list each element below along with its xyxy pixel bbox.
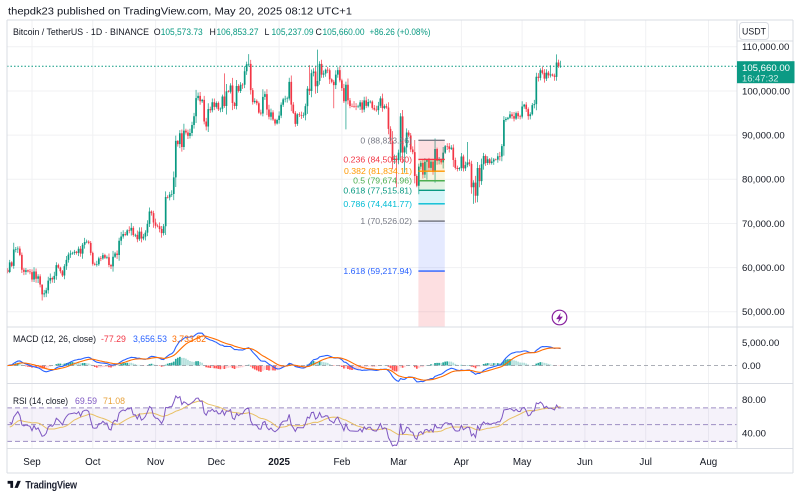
svg-text:L: L	[265, 27, 270, 37]
svg-text:105,660.00: 105,660.00	[742, 63, 790, 74]
svg-text:0.382 (81,834.11): 0.382 (81,834.11)	[344, 166, 412, 176]
svg-text:0.618 (77,515.81): 0.618 (77,515.81)	[343, 185, 412, 195]
svg-text:0.786 (74,441.77): 0.786 (74,441.77)	[343, 199, 412, 209]
svg-text:Dec: Dec	[208, 457, 226, 468]
svg-text:MACD (12, 26, close): MACD (12, 26, close)	[13, 334, 96, 344]
svg-text:105,660.00: 105,660.00	[323, 27, 365, 37]
svg-text:Oct: Oct	[85, 457, 101, 468]
svg-text:TradingView: TradingView	[25, 480, 77, 492]
svg-text:0.5 (79,674.96): 0.5 (79,674.96)	[353, 176, 412, 186]
svg-text:71.08: 71.08	[103, 396, 125, 406]
svg-text:60,000.00: 60,000.00	[742, 263, 785, 274]
svg-text:Jun: Jun	[577, 457, 593, 468]
svg-text:Bitcoin / TetherUS · 1D · BINA: Bitcoin / TetherUS · 1D · BINANCE	[13, 27, 149, 37]
svg-text:105,573.73: 105,573.73	[161, 27, 203, 37]
svg-text:80,000.00: 80,000.00	[742, 175, 785, 186]
svg-text:0.00: 0.00	[742, 361, 761, 372]
svg-text:+86.26 (+0.08%): +86.26 (+0.08%)	[370, 27, 431, 37]
svg-text:105,237.09: 105,237.09	[272, 27, 314, 37]
svg-text:Feb: Feb	[333, 457, 350, 468]
svg-text:Aug: Aug	[700, 457, 717, 468]
svg-text:50,000.00: 50,000.00	[742, 307, 785, 318]
svg-text:1.618 (59,217.94): 1.618 (59,217.94)	[343, 266, 412, 276]
svg-text:110,000.00: 110,000.00	[742, 42, 789, 53]
svg-text:90,000.00: 90,000.00	[742, 131, 785, 142]
svg-text:80.00: 80.00	[742, 395, 766, 406]
svg-text:3,656.53: 3,656.53	[133, 334, 167, 344]
svg-text:106,853.27: 106,853.27	[217, 27, 259, 37]
svg-text:69.59: 69.59	[75, 396, 97, 406]
svg-text:thepdk23 published on TradingV: thepdk23 published on TradingView.com, M…	[8, 7, 353, 18]
svg-text:16:47:32: 16:47:32	[742, 72, 779, 83]
svg-text:3,733.82: 3,733.82	[172, 334, 206, 344]
svg-text:0.236 (84,505.60): 0.236 (84,505.60)	[343, 154, 412, 164]
svg-text:RSI (14, close): RSI (14, close)	[13, 396, 68, 406]
svg-text:May: May	[513, 457, 532, 468]
svg-text:H: H	[210, 27, 216, 37]
svg-text:Nov: Nov	[147, 457, 165, 468]
svg-text:1 (70,526.02): 1 (70,526.02)	[360, 216, 412, 226]
svg-text:40.00: 40.00	[742, 428, 766, 439]
svg-text:70,000.00: 70,000.00	[742, 219, 785, 230]
svg-text:-77.29: -77.29	[101, 334, 126, 344]
svg-text:Mar: Mar	[390, 457, 408, 468]
svg-text:C: C	[316, 27, 323, 37]
svg-text:2025: 2025	[268, 457, 290, 468]
svg-text:O: O	[154, 27, 161, 37]
svg-text:USDT: USDT	[742, 27, 767, 37]
svg-text:Jul: Jul	[639, 457, 652, 468]
svg-text:Apr: Apr	[454, 457, 470, 468]
svg-text:Sep: Sep	[23, 457, 41, 468]
svg-text:0 (88,823.26): 0 (88,823.26)	[360, 135, 412, 145]
svg-text:100,000.00: 100,000.00	[742, 86, 790, 97]
svg-text:5,000.00: 5,000.00	[742, 338, 779, 349]
